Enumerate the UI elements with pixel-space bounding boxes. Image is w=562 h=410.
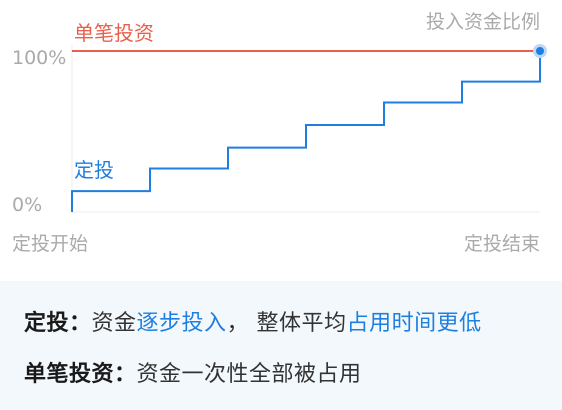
y-tick-label-100: 100% [12,47,66,69]
dca-highlight-2: 占用时间更低 [346,311,482,336]
explanation-panel [0,281,562,410]
dca-text-2: ， 整体平均 [226,311,347,336]
lump-sum-separator: ： [114,362,137,387]
investment-comparison-chart: 投入资金比例 100% 0% 定投开始 定投结束 单笔投资 定投 [12,11,547,255]
dca-separator: ： [69,311,92,336]
x-tick-label-end: 定投结束 [464,233,540,255]
lump-sum-explanation: 单笔投资：资金一次性全部被占用 [24,356,362,388]
end-point-dot [536,47,544,55]
lump-sum-text: 资金一次性全部被占用 [136,362,362,387]
y-axis-title: 投入资金比例 [426,11,540,33]
x-tick-label-start: 定投开始 [12,233,88,255]
series-label-dca: 定投 [74,158,114,182]
dca-text-1: 资金 [91,311,137,336]
series-label-lump-sum: 单笔投资 [74,21,154,45]
lump-sum-key: 单笔投资 [24,362,115,387]
dca-key: 定投 [24,311,70,336]
dca-explanation: 定投：资金逐步投入， 整体平均占用时间更低 [24,305,482,337]
dca-highlight-1: 逐步投入 [136,311,227,336]
y-tick-label-0: 0% [12,194,42,216]
dca-step-line [71,51,541,212]
